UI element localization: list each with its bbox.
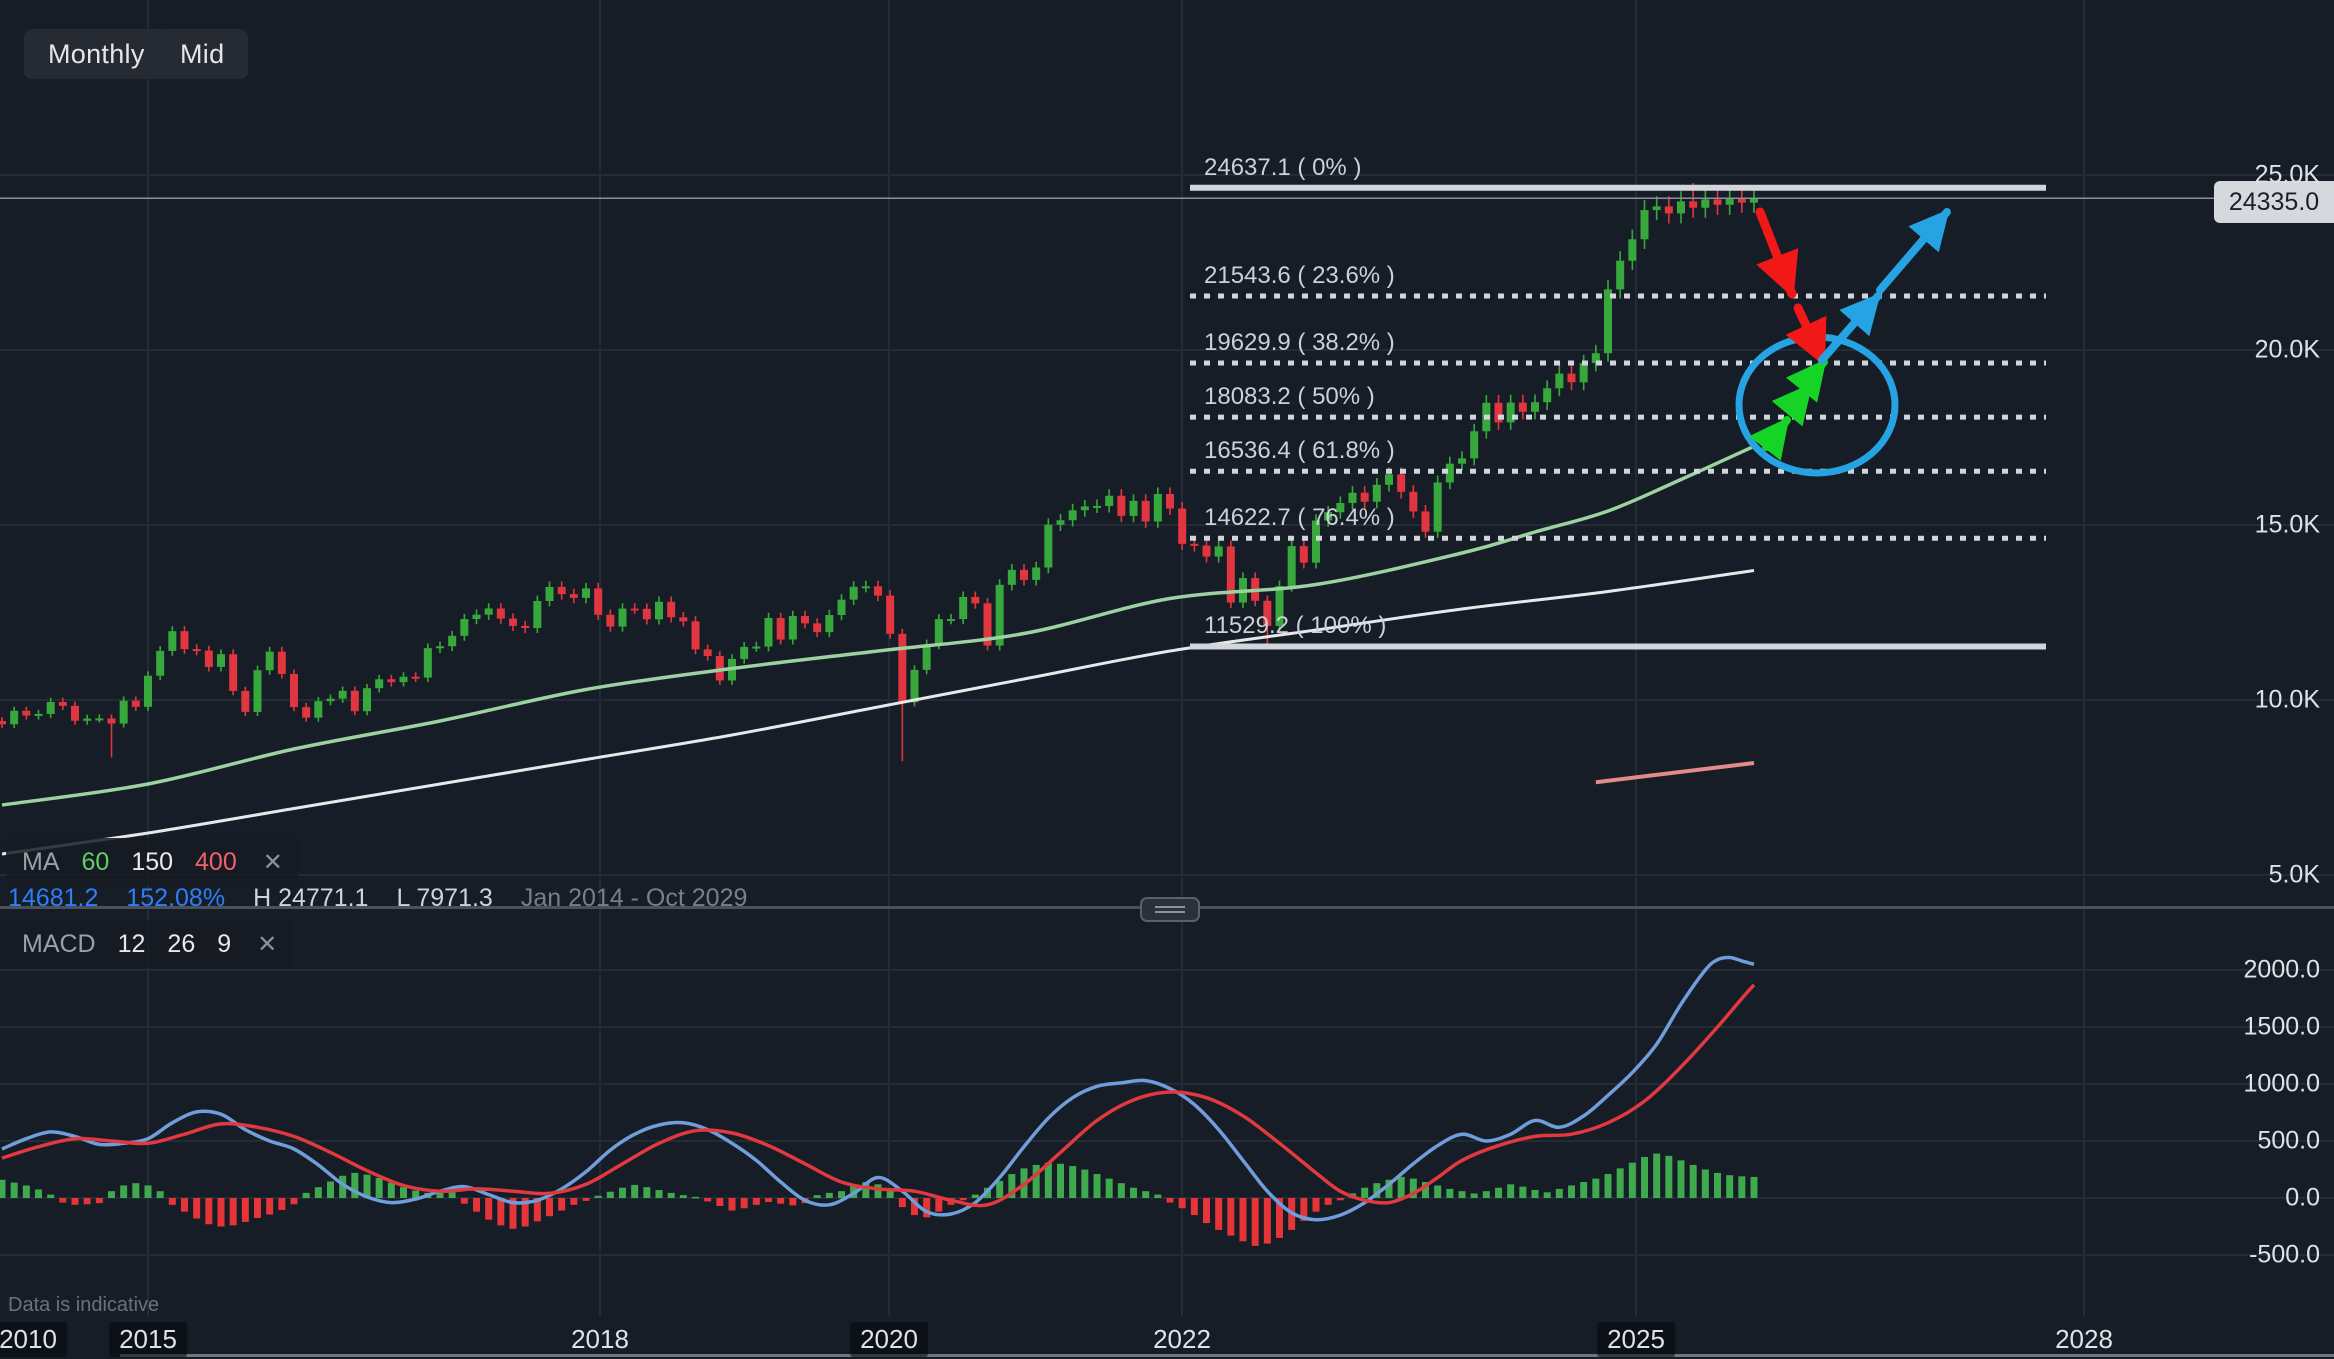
data-indicative-note: Data is indicative: [8, 1294, 160, 1316]
price-axis-label: 15.0K: [2254, 510, 2320, 539]
candlestick-series[interactable]: [0, 183, 1759, 762]
ma-param-150: 150: [131, 847, 174, 876]
macd-close-icon[interactable]: ✕: [257, 930, 278, 958]
macd-lines: [1, 955, 1756, 1222]
moving-average-lines[interactable]: [1, 444, 1755, 856]
ma-param-60: 60: [81, 847, 110, 876]
fib-level-label: 19629.9 ( 38.2% ): [1204, 328, 1395, 356]
user-drawings[interactable]: [1735, 207, 1951, 477]
macd-histogram: [0, 1153, 1758, 1246]
ma400-line: [1595, 761, 1755, 785]
macd-axis-label: 500.0: [2257, 1126, 2320, 1155]
time-axis-label: 2010: [0, 1322, 67, 1357]
macd-axis-label: 1500.0: [2243, 1012, 2320, 1041]
fibonacci-retracement[interactable]: [1190, 184, 2046, 650]
macd-axis-label: -500.0: [2249, 1240, 2320, 1269]
horizontal-scrollbar[interactable]: [120, 1354, 2334, 1357]
ma-values-row: 14681.2 152.08% H 24771.1 L 7971.3 Jan 2…: [8, 882, 747, 914]
macd-indicator-legend[interactable]: MACD 12 26 9 ✕: [6, 920, 294, 968]
green-up-arrow: [1749, 416, 1791, 461]
price-axis-label: 10.0K: [2254, 685, 2320, 714]
price-axis-label: 25.0K: [2254, 160, 2320, 189]
blue-up-arrow: [1876, 208, 1951, 294]
time-axis-label: 2020: [850, 1322, 928, 1357]
price-axis-label: 20.0K: [2254, 335, 2320, 364]
mode-button[interactable]: Mid: [156, 29, 249, 79]
fib-level-label: 14622.7 ( 76.4% ): [1204, 504, 1395, 532]
ma-indicator-name: MA: [22, 847, 60, 876]
ma-param-400: 400: [195, 847, 237, 876]
fib-level-label: 16536.4 ( 61.8% ): [1204, 437, 1395, 465]
fib-level-label: 24637.1 ( 0% ): [1204, 153, 1362, 181]
pane-resize-handle[interactable]: [1140, 897, 1200, 922]
time-axis-label: 2015: [109, 1322, 187, 1357]
ma-close-icon[interactable]: ✕: [262, 848, 283, 876]
macd-param-slow: 26: [167, 929, 196, 958]
macd-signal-line: [1, 983, 1756, 1208]
fib-level-label: 21543.6 ( 23.6% ): [1204, 261, 1395, 289]
time-axis-label: 2022: [1153, 1324, 1211, 1354]
price-axis-label: 5.0K: [2268, 860, 2320, 889]
macd-axis-label: 2000.0: [2243, 955, 2320, 984]
macd-param-fast: 12: [117, 929, 146, 958]
time-axis-label: 2028: [2055, 1324, 2113, 1354]
time-axis-label: 2018: [571, 1324, 629, 1354]
macd-axis-label: 0.0: [2285, 1183, 2320, 1212]
ma150-line: [1, 569, 1755, 856]
time-axis-label: 2025: [1597, 1322, 1675, 1357]
fib-level-label: 18083.2 ( 50% ): [1204, 383, 1375, 411]
blue-up-arrow: [1818, 292, 1882, 364]
macd-param-signal: 9: [217, 929, 232, 958]
ma-indicator-legend[interactable]: MA 60 150 400 ✕: [6, 838, 299, 886]
green-up-arrow: [1785, 358, 1828, 403]
fib-level-label: 11529.2 ( 100% ): [1204, 612, 1387, 640]
gridlines: [0, 0, 2334, 1316]
macd-line: [1, 955, 1755, 1222]
macd-indicator-name: MACD: [22, 929, 96, 958]
red-down-arrow: [1755, 207, 1799, 299]
red-down-arrow: [1785, 303, 1828, 367]
green-up-arrow: [1771, 382, 1814, 427]
macd-axis-label: 1000.0: [2243, 1069, 2320, 1098]
ma60-line: [1, 444, 1755, 807]
timeframe-button[interactable]: Monthly: [24, 29, 169, 79]
last-price-tag: 24335.0: [2214, 181, 2334, 223]
